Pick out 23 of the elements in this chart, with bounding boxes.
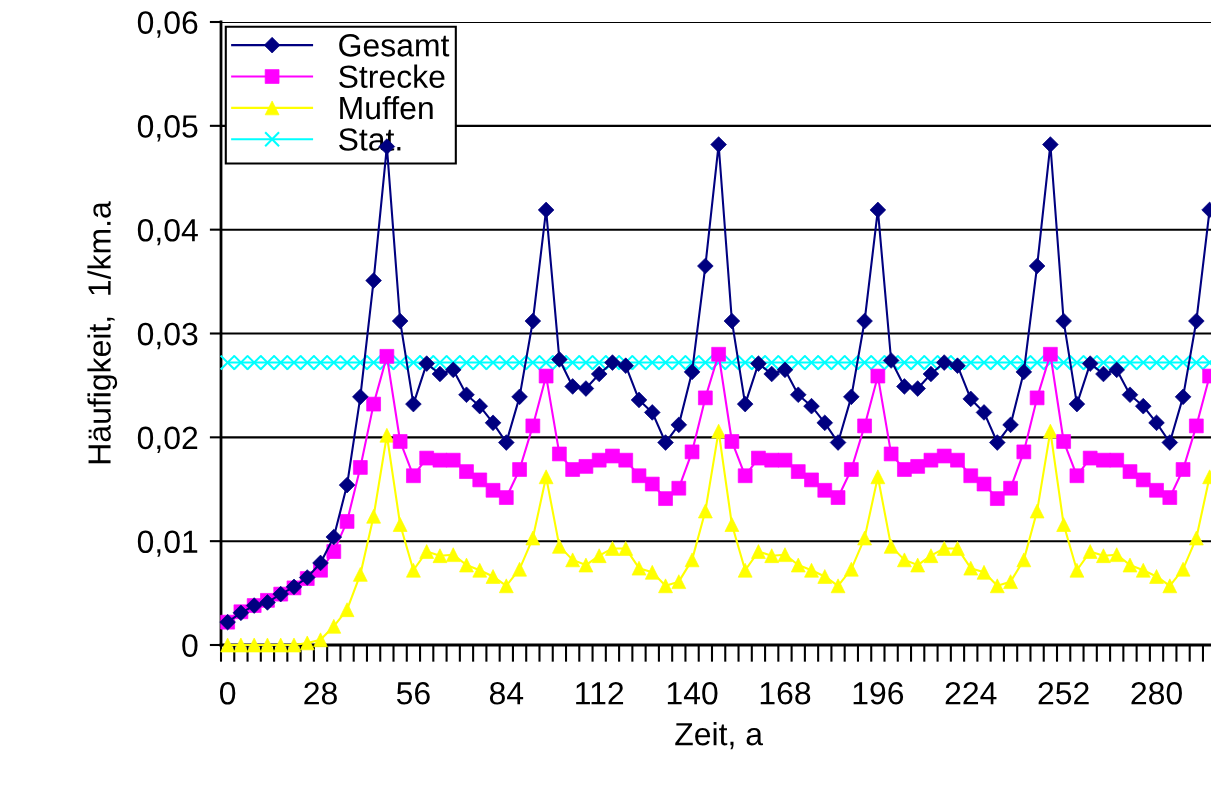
y-tick-label: 0,04: [137, 218, 198, 246]
y-tick-label: 0,02: [137, 426, 198, 453]
x-tick-label: 112: [576, 681, 624, 705]
x-tick-label: 280: [1131, 681, 1182, 705]
x-tick-label: 84: [489, 681, 524, 705]
legend-label: Muffen: [340, 95, 433, 120]
y-tick-label: 0,06: [137, 11, 198, 38]
legend-label: Gesamt: [339, 34, 450, 57]
x-axis-title: Zeit, a: [675, 722, 764, 750]
x-tick-label: 224: [945, 681, 997, 705]
y-tick-label: 0,05: [137, 115, 198, 142]
x-tick-label: 140: [667, 681, 718, 705]
legend-label: Strecke: [339, 64, 445, 89]
x-tick-label: 56: [396, 681, 430, 705]
x-tick-label: 168: [760, 681, 811, 705]
y-tick-label: 0,03: [137, 322, 198, 350]
x-tick-label: 0: [220, 681, 236, 705]
y-tick-label: 0,01: [137, 530, 198, 557]
y-tick-label: 0: [182, 634, 198, 657]
x-tick-label: 28: [304, 681, 337, 705]
x-tick-label: 252: [1038, 681, 1089, 705]
y-axis-title: Häufigkeit, 1/km.a: [87, 201, 118, 464]
x-tick-label: 196: [853, 681, 904, 705]
